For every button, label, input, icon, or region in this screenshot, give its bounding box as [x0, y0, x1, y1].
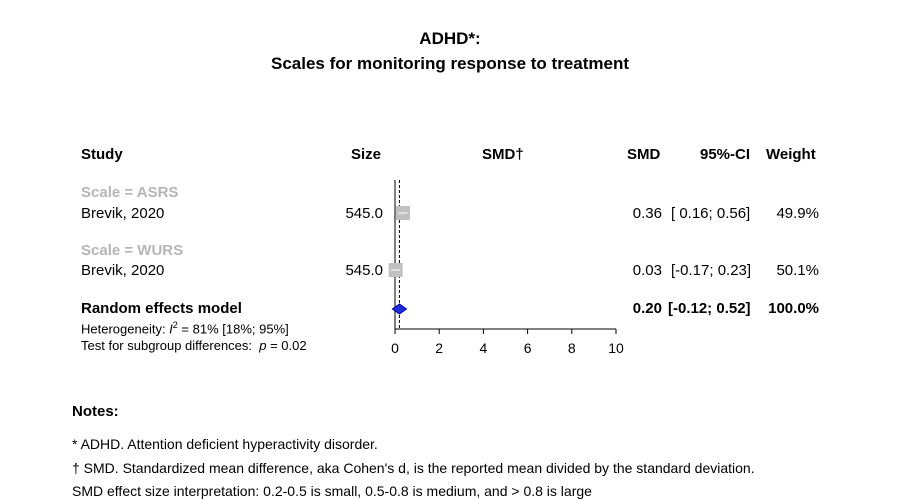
header-weight: Weight	[766, 146, 816, 163]
pooled-diamond	[391, 303, 408, 315]
study-size: 545.0	[345, 262, 383, 279]
x-axis-tick-label: 4	[480, 340, 488, 356]
pooled-smd: 0.20	[632, 300, 662, 317]
notes-heading: Notes:	[72, 403, 119, 420]
x-axis-tick-label: 2	[435, 340, 443, 356]
x-axis-tick-label: 10	[608, 340, 624, 356]
heterogeneity-sup: 2	[172, 320, 178, 330]
note-line: * ADHD. Attention deficient hyperactivit…	[72, 436, 378, 452]
header-smd: SMD	[627, 146, 661, 163]
subgroup-test-p: p	[259, 338, 267, 353]
x-axis-tick-label: 8	[568, 340, 576, 356]
study-ci: [-0.17; 0.23]	[671, 262, 752, 279]
heterogeneity-i: I	[169, 321, 173, 337]
subgroup-test-text: Test for subgroup differences: p = 0.02	[81, 338, 307, 353]
study-ci: [ 0.16; 0.56]	[671, 205, 751, 222]
header-study: Study	[81, 146, 123, 163]
study-size: 545.0	[345, 205, 383, 222]
note-line: † SMD. Standardized mean difference, aka…	[72, 460, 755, 476]
heterogeneity-prefix: Heterogeneity:	[81, 321, 170, 337]
chart-title-line-1: ADHD*:	[419, 29, 481, 48]
header-smd-plot: SMD†	[482, 146, 524, 163]
note-line: SMD effect size interpretation: 0.2-0.5 …	[72, 483, 592, 499]
study-smd: 0.03	[632, 262, 662, 279]
heterogeneity-rest: = 81% [18%; 95%]	[177, 321, 289, 337]
subgroup-label: Scale = ASRS	[81, 184, 179, 201]
study-name: Brevik, 2020	[81, 262, 165, 279]
subgroup-label: Scale = WURS	[81, 242, 184, 259]
header-size: Size	[351, 146, 382, 163]
subgroup-test-prefix: Test for subgroup differences:	[81, 338, 260, 353]
pooled-ci: [-0.12; 0.52]	[668, 300, 751, 317]
chart-title-line-2: Scales for monitoring response to treatm…	[270, 54, 629, 73]
study-name: Brevik, 2020	[81, 205, 165, 222]
x-axis-tick-label: 0	[391, 340, 399, 356]
pooled-label: Random effects model	[81, 300, 242, 317]
study-smd: 0.36	[632, 205, 662, 222]
pooled-weight: 100.0%	[768, 300, 819, 317]
heterogeneity-text: Heterogeneity: I2 = 81% [18%; 95%]	[81, 320, 289, 336]
study-weight: 50.1%	[776, 262, 819, 279]
x-axis-tick-label: 6	[524, 340, 532, 356]
subgroup-test-rest: = 0.02	[266, 338, 307, 353]
header-ci: 95%-CI	[700, 146, 751, 163]
study-weight: 49.9%	[776, 205, 819, 222]
